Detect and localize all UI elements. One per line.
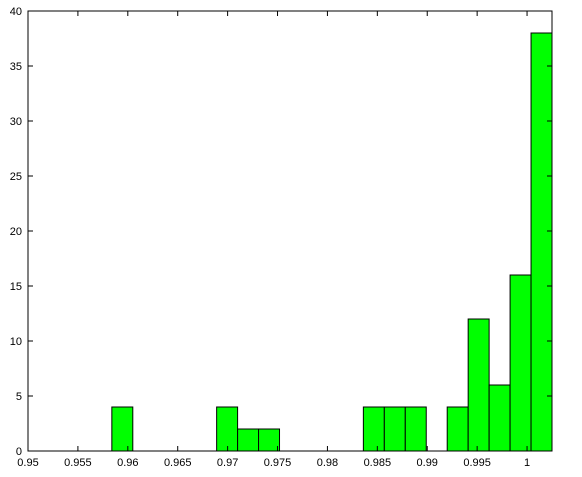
histogram-bar: [237, 428, 260, 452]
histogram-bar: [216, 406, 239, 452]
histogram-bar: [383, 406, 406, 452]
ticks-layer: 0.95 0.955 0.96 0.965 0.97 0.975 0.98 0.985 0.99…: [10, 6, 552, 469]
histogram-bar: [530, 32, 553, 452]
histogram-bar: [404, 406, 427, 452]
y-tick-label: 35: [10, 61, 22, 73]
histogram-bar: [362, 406, 385, 452]
x-tick-label: 1: [524, 457, 530, 469]
x-tick-label: 0.995: [463, 457, 491, 469]
x-tick-label: 0.955: [64, 457, 92, 469]
y-tick-label: 40: [10, 6, 22, 18]
x-tick-label: 0.965: [164, 457, 192, 469]
histogram-bar: [488, 384, 511, 452]
histogram-bar: [446, 406, 469, 452]
x-tick-label: 0.975: [264, 457, 292, 469]
x-tick-label: 0.98: [317, 457, 338, 469]
y-tick-label: 0: [16, 446, 22, 458]
x-tick-label: 0.97: [217, 457, 238, 469]
histogram-bar: [111, 406, 134, 452]
x-tick-label: 0.99: [417, 457, 438, 469]
y-tick-label: 30: [10, 116, 22, 128]
histogram-bar: [258, 428, 281, 452]
y-tick-label: 15: [10, 281, 22, 293]
y-tick-label: 5: [16, 391, 22, 403]
x-tick-label: 0.95: [17, 457, 38, 469]
x-tick-label: 0.96: [117, 457, 138, 469]
y-tick-label: 25: [10, 171, 22, 183]
y-tick-label: 10: [10, 336, 22, 348]
x-tick-label: 0.985: [364, 457, 392, 469]
histogram-bar: [467, 318, 490, 452]
y-tick-label: 20: [10, 226, 22, 238]
histogram-bar: [509, 274, 532, 452]
